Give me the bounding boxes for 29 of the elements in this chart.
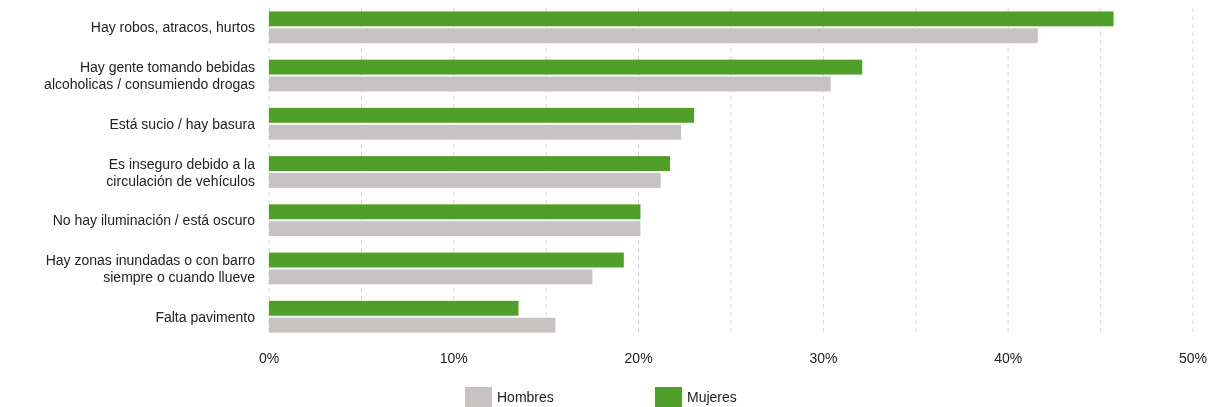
bar <box>269 124 682 140</box>
bar <box>269 204 641 220</box>
y-tick-label: Hay robos, atracos, hurtos <box>90 19 255 36</box>
bar <box>269 317 556 333</box>
bar <box>269 11 1114 27</box>
y-tick-label: Es inseguro debido a la circulación de vehículos <box>106 155 256 189</box>
legend-label: Mujeres <box>687 389 737 405</box>
x-tick-label: 10% <box>439 350 468 366</box>
bar <box>269 28 1038 44</box>
x-tick-label: 30% <box>809 350 838 366</box>
y-tick-label: Falta pavimento <box>155 308 256 325</box>
x-tick-label: 20% <box>624 350 653 366</box>
x-tick-label: 50% <box>1178 350 1208 366</box>
bar <box>269 76 831 92</box>
bar <box>269 252 624 268</box>
y-tick-label: Está sucio / hay basura <box>109 115 256 132</box>
bar <box>269 59 863 75</box>
x-tick-label: 40% <box>994 350 1023 366</box>
bar <box>269 107 695 123</box>
bar <box>269 300 519 316</box>
y-tick-label: Hay gente tomando bebidas alcoholicas / consumiendo drogas <box>44 59 255 93</box>
bar <box>269 221 641 237</box>
bar <box>269 156 671 171</box>
x-tick-label: 0% <box>258 350 280 366</box>
y-tick-label: No hay iluminación / está oscuro <box>52 212 256 229</box>
bar <box>269 269 593 285</box>
y-tick-label: Hay zonas inundadas o con barro siempre o cuando llueve <box>45 251 256 285</box>
bar <box>269 173 661 188</box>
legend-label: Hombres <box>497 389 554 405</box>
